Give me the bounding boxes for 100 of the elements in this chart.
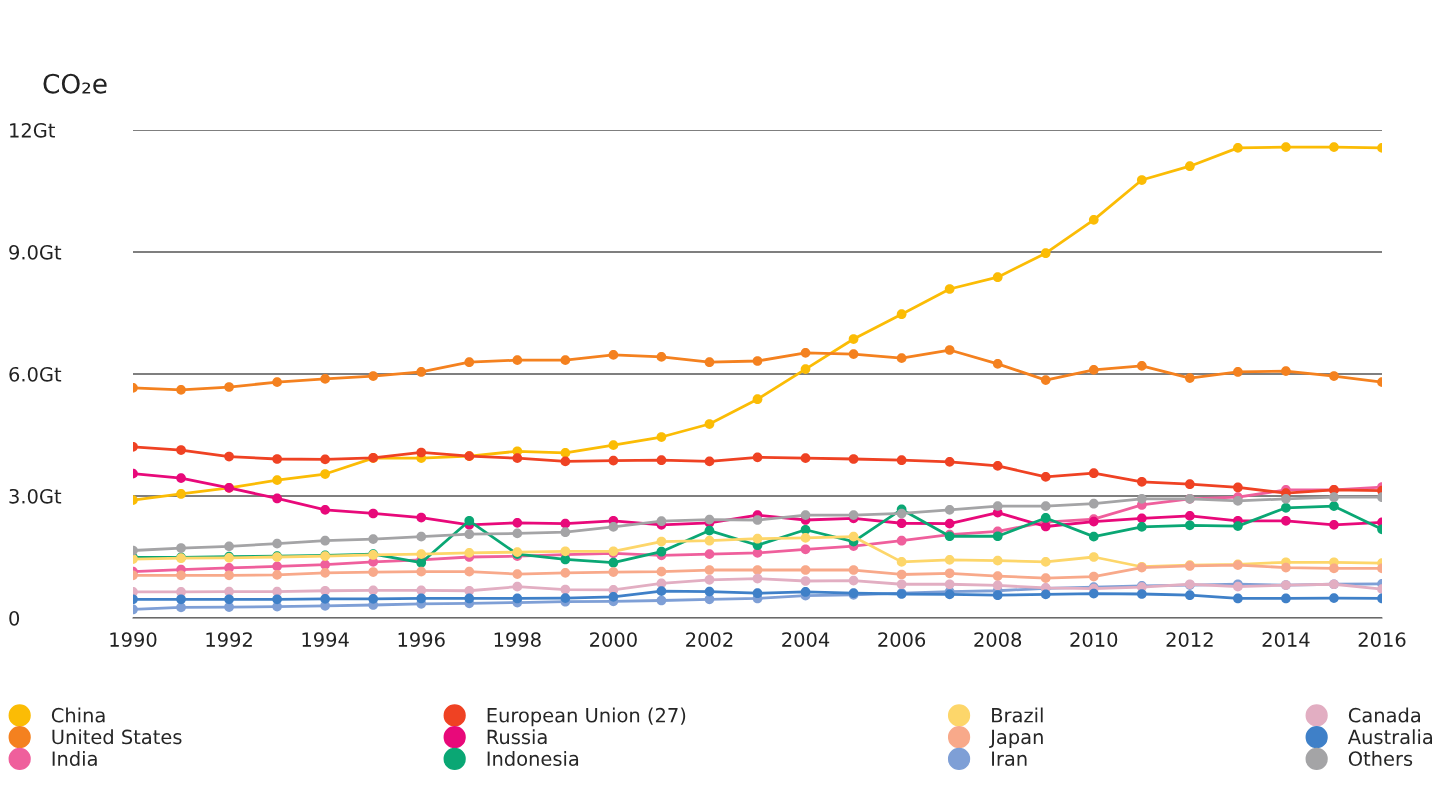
y-tick-label: 6.0Gt — [9, 366, 62, 382]
legend-label: Japan — [989, 729, 1043, 749]
point — [1136, 361, 1147, 371]
point — [368, 371, 379, 381]
point — [1233, 496, 1243, 506]
point — [464, 529, 475, 540]
legend-label: Canada — [1348, 707, 1420, 723]
point — [176, 385, 186, 395]
point — [704, 574, 715, 585]
point — [800, 533, 811, 543]
point — [1040, 501, 1051, 512]
point — [944, 345, 955, 355]
point — [704, 565, 715, 575]
point — [368, 585, 379, 596]
x-tick-label: 2004 — [782, 632, 830, 647]
point — [368, 594, 379, 604]
point — [944, 518, 955, 529]
point — [848, 349, 859, 359]
point — [368, 567, 379, 577]
point — [272, 377, 282, 387]
point — [176, 543, 186, 553]
point — [1233, 367, 1243, 377]
y-tick-label: 12Gt — [10, 122, 55, 138]
point — [512, 517, 523, 528]
point — [1329, 371, 1339, 381]
point — [416, 531, 427, 542]
point — [320, 469, 331, 479]
point — [176, 602, 186, 613]
point — [656, 546, 667, 557]
point — [1088, 365, 1099, 375]
point — [1329, 492, 1339, 503]
point — [752, 356, 763, 366]
point — [560, 355, 571, 366]
legend-label: Iran — [992, 751, 1027, 767]
point — [1040, 521, 1051, 532]
point — [656, 432, 667, 442]
point — [224, 382, 234, 392]
point — [896, 557, 907, 567]
point — [944, 554, 955, 565]
x-tick-label: 2006 — [878, 632, 926, 647]
point — [608, 557, 619, 568]
point — [800, 347, 811, 358]
point — [416, 367, 427, 377]
point — [848, 510, 859, 520]
point — [1281, 142, 1291, 152]
x-tick-label: 2002 — [686, 632, 733, 647]
x-tick-label: 2008 — [974, 632, 1022, 647]
y-tick-label: 0 — [9, 610, 20, 626]
point — [272, 454, 282, 464]
legend-label: Russia — [487, 729, 547, 745]
legend-label: Brazil — [992, 707, 1043, 723]
point — [512, 581, 523, 592]
point — [320, 568, 331, 578]
legend-label: Australia — [1347, 729, 1433, 745]
point — [1040, 375, 1051, 385]
point — [512, 569, 523, 579]
point — [320, 504, 331, 515]
point — [752, 533, 763, 544]
point — [560, 527, 571, 538]
point — [704, 586, 715, 597]
point — [1040, 248, 1051, 259]
point — [1040, 472, 1051, 482]
point — [1136, 522, 1147, 532]
point — [272, 570, 282, 580]
point — [848, 565, 859, 575]
x-tick-label: 1996 — [398, 632, 445, 647]
point — [992, 272, 1003, 283]
point — [512, 528, 523, 539]
point — [1088, 215, 1099, 225]
point — [1088, 498, 1099, 509]
point — [1233, 482, 1243, 493]
point — [1136, 513, 1147, 524]
point — [416, 447, 427, 458]
point — [320, 454, 331, 465]
point — [464, 515, 475, 526]
point — [752, 573, 763, 584]
point — [464, 566, 475, 577]
point — [272, 586, 282, 597]
point — [1329, 142, 1339, 152]
point — [224, 594, 234, 605]
point — [1233, 143, 1243, 153]
point — [272, 475, 282, 485]
point — [992, 501, 1003, 512]
point — [704, 535, 715, 546]
point — [656, 455, 667, 466]
point — [896, 579, 907, 590]
point — [896, 353, 907, 363]
point — [560, 456, 571, 467]
point — [656, 595, 667, 606]
point — [1088, 552, 1099, 562]
point — [1040, 513, 1051, 523]
point — [1088, 531, 1099, 542]
point — [1329, 501, 1339, 512]
point — [608, 440, 619, 451]
point — [656, 566, 667, 577]
point — [800, 576, 811, 586]
point — [848, 334, 859, 344]
point — [944, 456, 955, 467]
x-tick-label: 1992 — [206, 632, 252, 647]
x-tick-label: 2012 — [1166, 632, 1213, 647]
